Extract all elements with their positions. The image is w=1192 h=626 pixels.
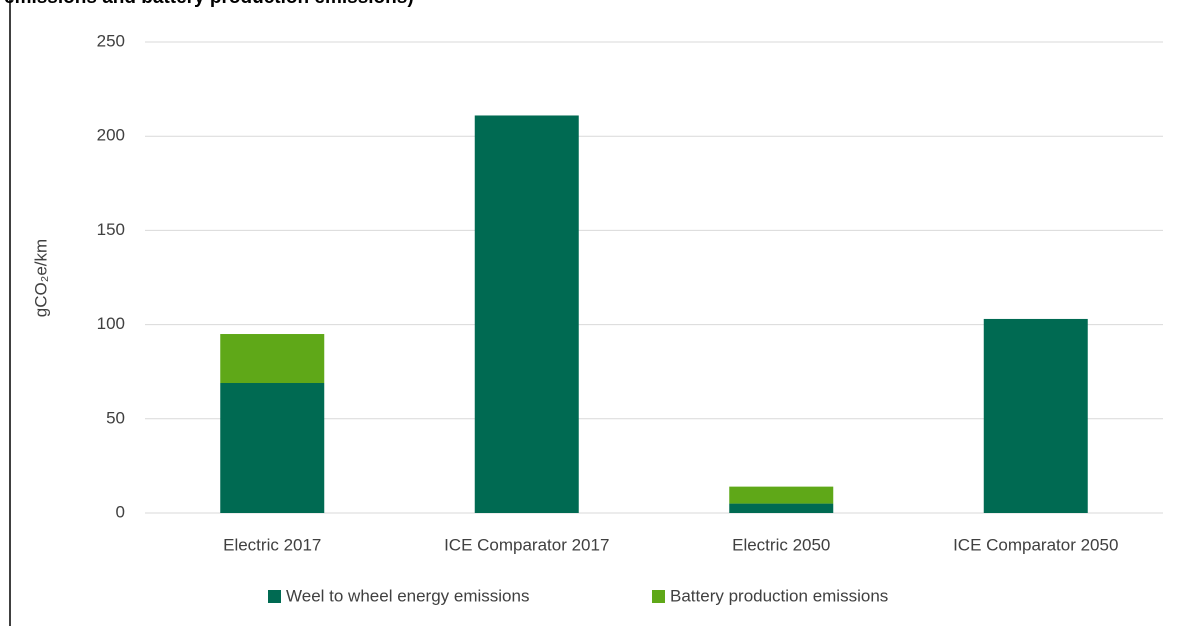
y-tick-label: 0 <box>116 502 125 521</box>
bar-segment <box>729 503 834 513</box>
bar-segment <box>983 318 1088 513</box>
y-tick-label: 50 <box>106 408 125 427</box>
x-tick-label: Electric 2017 <box>223 535 321 554</box>
x-tick-label: ICE Comparator 2017 <box>444 535 609 554</box>
x-tick-label: ICE Comparator 2050 <box>953 535 1118 554</box>
bar-segment <box>220 383 325 513</box>
y-tick-label: 250 <box>97 31 125 50</box>
legend-swatch <box>268 590 281 603</box>
y-tick-label: 150 <box>97 220 125 239</box>
y-tick-label: 200 <box>97 126 125 145</box>
frame <box>9 0 11 626</box>
legend-swatch <box>652 590 665 603</box>
legend-label: Battery production emissions <box>670 586 888 605</box>
legend-label: Weel to wheel energy emissions <box>286 586 529 605</box>
x-tick-label: Electric 2050 <box>732 535 830 554</box>
y-axis-label: gCO₂e/km <box>31 239 50 317</box>
bar-segment <box>729 486 834 504</box>
y-tick-label: 100 <box>97 314 125 333</box>
bar-segment <box>474 115 579 513</box>
bar-segment <box>220 334 325 384</box>
chart-title: emissions and battery production emissio… <box>4 0 414 8</box>
